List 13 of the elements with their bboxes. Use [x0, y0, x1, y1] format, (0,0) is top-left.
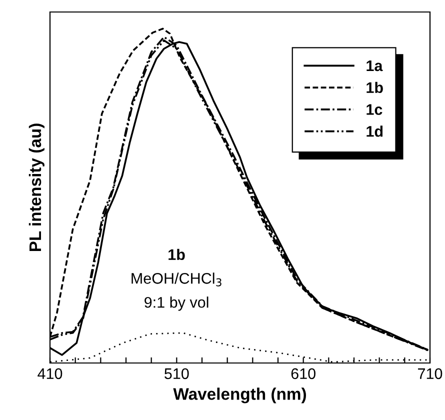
legend-label: 1a — [366, 60, 383, 72]
y-axis-title: PL intensity (au) — [28, 124, 44, 252]
x-tick-label: 510 — [164, 368, 189, 380]
x-axis-title: Wavelength (nm) — [173, 388, 306, 404]
annotation: MeOH/CHCl$_{3}$ — [132, 272, 222, 286]
x-tick-label: 610 — [291, 368, 316, 380]
legend-label: 1d — [366, 126, 383, 137]
annotation: 9:1 by vol — [144, 296, 208, 311]
x-tick-label: 710 — [418, 368, 442, 380]
legend-label: 1b — [366, 82, 383, 94]
annotation: 1b — [168, 248, 185, 260]
legend-label: 1c — [366, 104, 382, 115]
x-tick-label: 410 — [38, 368, 62, 380]
